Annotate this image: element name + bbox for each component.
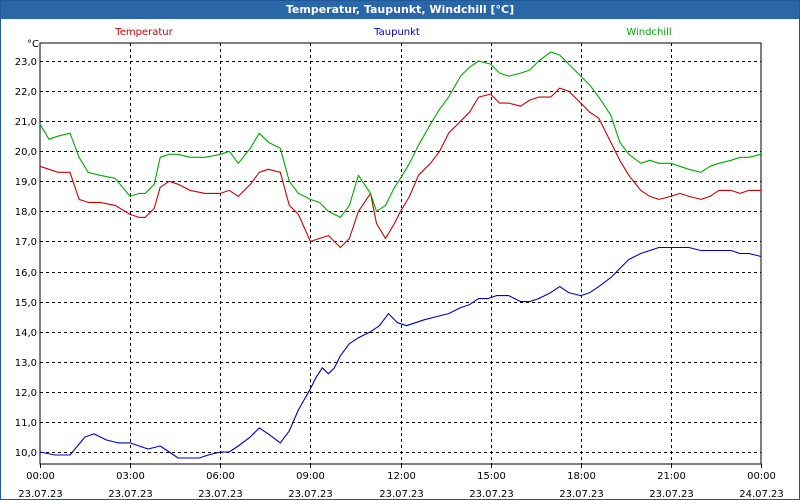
x-tick-time: 21:00 <box>657 471 686 482</box>
x-tick-date: 23.07.23 <box>379 489 424 500</box>
y-tick-label: 20,0 <box>15 147 37 158</box>
y-tick-label: 13,0 <box>15 358 37 369</box>
y-tick-label: 21,0 <box>15 117 37 128</box>
x-tick-time: 18:00 <box>567 471 596 482</box>
x-tick-date: 23.07.23 <box>469 489 514 500</box>
x-tick-time: 09:00 <box>296 471 325 482</box>
x-tick-date: 23.07.23 <box>288 489 333 500</box>
y-axis-unit: °C <box>27 39 39 50</box>
x-tick-time: 15:00 <box>477 471 506 482</box>
y-tick-label: 17,0 <box>15 237 37 248</box>
y-tick-label: 23,0 <box>15 57 37 68</box>
plot-area <box>39 42 762 465</box>
series-line-taupunkt <box>39 246 762 459</box>
x-tick-time: 03:00 <box>116 471 145 482</box>
y-tick-label: 11,0 <box>15 418 37 429</box>
y-tick-label: 22,0 <box>15 87 37 98</box>
y-tick-label: 19,0 <box>15 177 37 188</box>
x-tick-date: 24.07.23 <box>739 489 784 500</box>
chart-canvas: 10,0 11,0 12,0 13,0 14,0 15,0 16,0 17,0 18,0 19,0… <box>15 27 784 500</box>
x-tick-time: 06:00 <box>206 471 235 482</box>
y-tick-label: 16,0 <box>15 268 37 279</box>
x-tick-time: 12:00 <box>387 471 416 482</box>
chart-title: Temperatur, Taupunkt, Windchill [°C] <box>1 1 799 19</box>
x-tick-date: 23.07.23 <box>198 489 243 500</box>
x-tick-date: 23.07.23 <box>108 489 153 500</box>
x-tick-time: 00:00 <box>747 471 776 482</box>
y-tick-label: 15,0 <box>15 298 37 309</box>
y-tick-label: 18,0 <box>15 207 37 218</box>
series-line-temperatur <box>39 87 761 249</box>
x-tick-time: 00:00 <box>26 471 55 482</box>
legend-temperatur: Temperatur <box>114 27 173 38</box>
y-tick-label: 12,0 <box>15 388 37 399</box>
series-line-windchill <box>39 51 762 218</box>
y-tick-label: 14,0 <box>15 328 37 339</box>
legend-windchill: Windchill <box>626 27 671 38</box>
y-tick-label: 10,0 <box>15 448 37 459</box>
x-tick-date: 23.07.23 <box>559 489 604 500</box>
x-tick-date: 23.07.23 <box>649 489 694 500</box>
legend-taupunkt: Taupunkt <box>373 27 420 38</box>
x-tick-date: 23.07.23 <box>18 489 63 500</box>
